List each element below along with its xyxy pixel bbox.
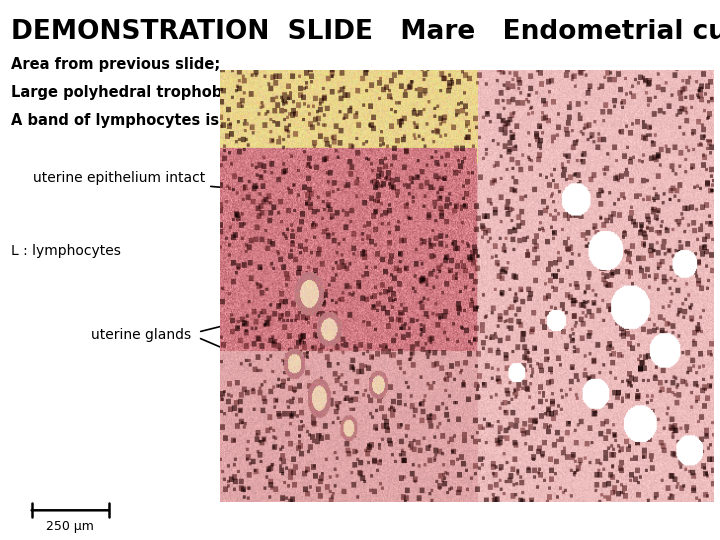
- Text: Area from previous slide;: Area from previous slide;: [11, 57, 220, 72]
- Text: DEMONSTRATION  SLIDE   Mare   Endometrial cup: DEMONSTRATION SLIDE Mare Endometrial cup: [11, 19, 720, 45]
- Text: A band of lymphocytes is seen surrounding the cup.: A band of lymphocytes is seen surroundin…: [11, 113, 442, 128]
- Text: 250 μm: 250 μm: [46, 520, 94, 533]
- Text: uterine glands: uterine glands: [91, 328, 191, 342]
- Text: L: L: [346, 261, 353, 274]
- Text: Large polyhedral trophoblast cells can be identified.: Large polyhedral trophoblast cells can b…: [11, 85, 446, 100]
- Text: uterine epithelium missing: uterine epithelium missing: [523, 144, 709, 166]
- Text: uterine epithelium intact: uterine epithelium intact: [33, 171, 266, 193]
- Text: L: L: [338, 369, 346, 382]
- Text: invading trophoblast cells: invading trophoblast cells: [530, 425, 709, 439]
- Text: L : lymphocytes: L : lymphocytes: [11, 244, 121, 258]
